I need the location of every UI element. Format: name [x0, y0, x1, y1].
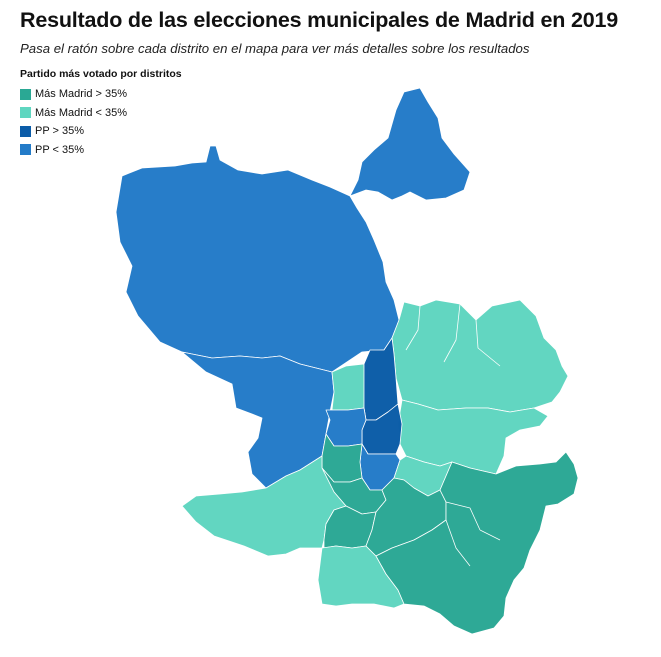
district-barajas[interactable]: [349, 87, 471, 201]
legend-swatch: [20, 88, 31, 100]
district-boundary-lines: [405, 303, 501, 567]
legend-item-mas-madrid-high: Más Madrid > 35%: [20, 85, 182, 104]
legend-item-pp-high: PP > 35%: [20, 122, 182, 141]
legend-label: Más Madrid > 35%: [35, 88, 128, 101]
district-chamberi[interactable]: [331, 363, 367, 411]
page-title: Resultado de las elecciones municipales …: [20, 8, 619, 32]
district-hortaleza[interactable]: [391, 299, 569, 413]
legend-item-mas-madrid-low: Más Madrid < 35%: [20, 104, 182, 123]
legend-swatch: [20, 144, 31, 156]
legend: Partido más votado por distritos Más Mad…: [20, 68, 182, 159]
legend-label: Más Madrid < 35%: [35, 106, 128, 119]
district-fuencarral-el-pardo[interactable]: [115, 145, 400, 373]
legend-label: PP > 35%: [35, 125, 85, 138]
district-villa-de-vallecas[interactable]: [375, 451, 579, 635]
legend-swatch: [20, 107, 31, 119]
district-latina[interactable]: [181, 455, 347, 557]
legend-item-pp-low: PP < 35%: [20, 141, 182, 160]
legend-label: PP < 35%: [35, 143, 85, 156]
legend-swatch: [20, 125, 31, 137]
district-centro-west[interactable]: [325, 407, 367, 447]
legend-title: Partido más votado por distritos: [20, 68, 182, 80]
page-subtitle: Pasa el ratón sobre cada distrito en el …: [20, 41, 530, 56]
